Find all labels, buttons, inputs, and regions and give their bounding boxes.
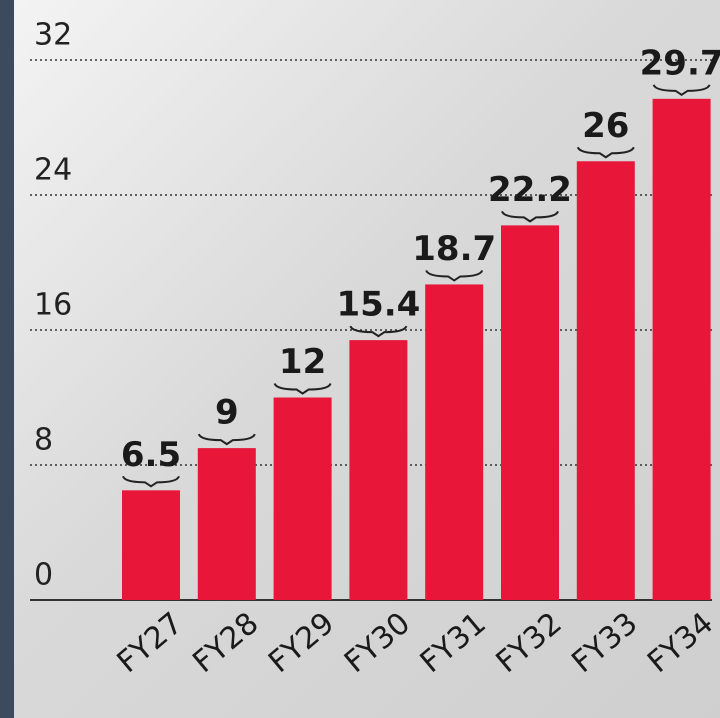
y-tick-label: 0	[34, 558, 53, 593]
label-brace	[349, 325, 408, 338]
bar	[273, 397, 332, 600]
label-brace	[652, 84, 711, 97]
left-strip	[0, 0, 14, 718]
bar	[652, 98, 711, 600]
value-label: 6.5	[121, 435, 181, 475]
bar	[501, 225, 559, 600]
y-tick-label: 8	[34, 423, 53, 458]
value-label: 29.7	[640, 43, 720, 83]
value-label: 18.7	[412, 229, 496, 269]
value-label: 22.2	[488, 170, 572, 210]
bar	[197, 448, 256, 600]
label-brace	[576, 146, 635, 159]
y-tick-label: 16	[34, 288, 72, 323]
value-label: 9	[215, 393, 239, 433]
y-tick-label: 24	[34, 153, 72, 188]
label-brace	[273, 383, 332, 395]
label-brace	[197, 433, 256, 446]
label-brace	[122, 475, 180, 488]
y-tick-label: 32	[34, 18, 72, 53]
bar	[576, 161, 635, 600]
value-label: 15.4	[336, 285, 420, 325]
bar	[349, 340, 408, 600]
bar	[122, 490, 180, 600]
bar	[425, 284, 484, 600]
value-label: 12	[279, 342, 326, 382]
label-brace	[501, 210, 559, 223]
label-brace	[425, 269, 484, 282]
value-label: 26	[582, 106, 629, 146]
